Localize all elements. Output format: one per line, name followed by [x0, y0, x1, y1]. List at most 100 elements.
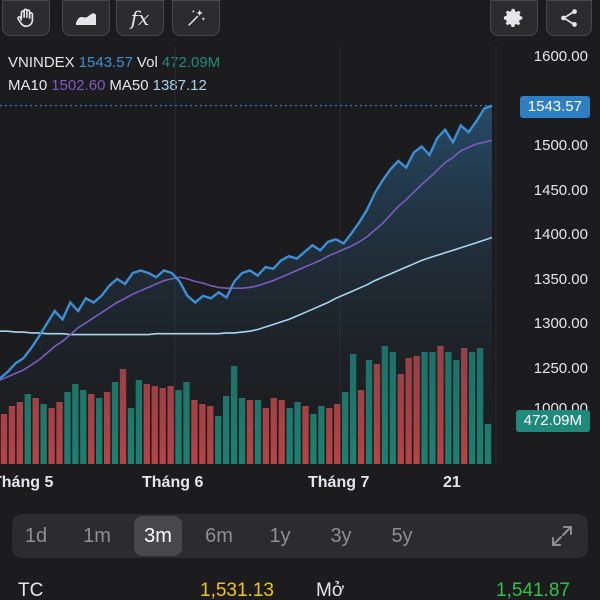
volume-bar — [413, 356, 420, 464]
volume-axis-tick: 1000.00 — [533, 400, 588, 410]
x-label-month: Tháng 7 — [308, 474, 370, 491]
x-label-month: Tháng 5 — [0, 474, 54, 491]
vol-value: 472.09M — [161, 54, 221, 71]
range-3y[interactable]: 3y — [330, 525, 352, 547]
volume-bar — [294, 402, 301, 464]
volume-bar — [72, 384, 79, 464]
volume-bar — [262, 408, 270, 464]
y-tick: 1400.00 — [533, 226, 588, 243]
vol-label: Vol — [136, 54, 158, 71]
volume-bar — [222, 396, 230, 464]
open-label: Mở — [316, 580, 345, 600]
y-tick: 1250.00 — [533, 360, 588, 377]
ma50-value: 1387.12 — [152, 77, 207, 94]
y-tick: 1600.00 — [533, 48, 588, 65]
volume-bar — [429, 352, 436, 464]
volume-bar — [143, 384, 150, 464]
volume-bar — [286, 408, 293, 464]
volume-bar — [88, 394, 95, 464]
y-tick: 1500.00 — [533, 137, 588, 154]
tc-label: TC — [18, 580, 44, 600]
share-icon — [561, 9, 577, 27]
volume-bar — [246, 400, 254, 464]
volume-bar — [318, 406, 325, 464]
ma10-line — [0, 139, 493, 381]
volume-bar — [175, 390, 182, 464]
share-button[interactable] — [546, 0, 592, 36]
legend-index-row: VNINDEX 1543.57 Vol 472.09M — [8, 54, 224, 71]
chart-type-button[interactable] — [62, 0, 110, 36]
volume-bar — [461, 348, 468, 464]
range-5y[interactable]: 5y — [391, 525, 413, 547]
volume-bar — [389, 352, 396, 464]
symbol-label: VNINDEX — [8, 54, 75, 71]
volume-bar — [199, 404, 206, 464]
volume-bar — [111, 382, 119, 464]
open-value: 1,541.87 — [496, 580, 570, 600]
volume-bar — [127, 408, 135, 464]
volume-bar — [119, 369, 127, 464]
function-icon: fx — [130, 6, 150, 30]
ma10-value: 1502.60 — [51, 77, 106, 94]
y-tick: 1300.00 — [533, 315, 588, 332]
hand-icon — [17, 8, 34, 28]
gear-icon — [503, 8, 523, 27]
x-label-month: Tháng 6 — [142, 474, 204, 491]
price-area — [0, 105, 492, 464]
volume-bar — [484, 424, 492, 464]
volume-bar — [215, 416, 222, 464]
tc-value: 1,531.13 — [200, 580, 274, 600]
expand-icon[interactable] — [550, 524, 574, 548]
volume-bar — [56, 402, 63, 464]
volume-bar — [421, 352, 428, 464]
x-label-day: 21 — [443, 474, 461, 491]
volume-bar — [373, 364, 381, 464]
volume-bar — [230, 366, 238, 464]
volume-bar — [342, 392, 349, 464]
volume-bar — [468, 352, 476, 464]
volume-bar — [310, 414, 317, 464]
volume-bar — [159, 388, 166, 464]
volume-bar — [48, 408, 55, 464]
hand-tool-button[interactable] — [2, 0, 50, 36]
area-chart-icon — [76, 13, 96, 25]
volume-bar — [40, 404, 47, 464]
drawing-tool-button[interactable] — [172, 0, 220, 36]
y-tick: 1450.00 — [533, 182, 588, 199]
indicator-button[interactable]: fx — [116, 0, 164, 36]
volume-bar — [64, 392, 71, 464]
ma50-line — [0, 236, 493, 336]
price-line — [0, 104, 493, 380]
volume-bar — [453, 360, 460, 464]
volume-bar — [302, 406, 309, 464]
range-1d[interactable]: 1d — [24, 525, 48, 547]
volume-bar — [151, 386, 158, 464]
volume-bar — [167, 386, 174, 464]
magic-draw-icon — [188, 9, 206, 26]
volume-bar — [445, 352, 452, 464]
settings-button[interactable] — [490, 0, 538, 36]
volume-bar — [278, 400, 285, 464]
volume-bar — [191, 400, 198, 464]
volume-bar — [80, 390, 87, 464]
volume-bar — [357, 390, 365, 464]
volume-bar — [16, 402, 24, 464]
volume-bar — [326, 408, 333, 464]
volume-bar — [135, 380, 143, 464]
range-1y[interactable]: 1y — [269, 525, 291, 547]
volume-bar — [207, 406, 214, 464]
range-3m[interactable]: 3m — [134, 516, 182, 556]
volume-bar — [476, 348, 484, 464]
volume-bar — [103, 392, 111, 464]
ma10-label: MA10 — [8, 77, 48, 94]
volume-bar — [8, 406, 16, 464]
volume-bar — [238, 398, 246, 464]
range-6m[interactable]: 6m — [205, 525, 233, 547]
range-1m[interactable]: 1m — [83, 525, 111, 547]
volume-bar — [0, 414, 8, 464]
ma50-label: MA50 — [109, 77, 149, 94]
volume-bar — [32, 398, 39, 464]
volume-bar — [183, 382, 190, 464]
volume-bar — [405, 358, 412, 464]
price-value: 1543.57 — [78, 54, 133, 71]
